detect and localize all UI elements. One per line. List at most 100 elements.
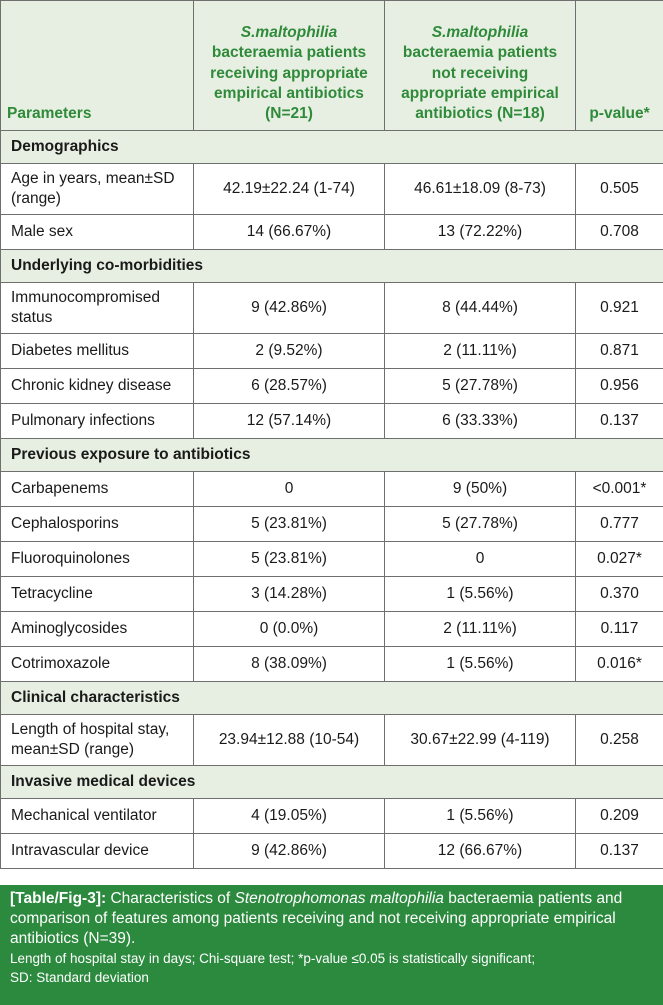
cell-not-receiving: 13 (72.22%) [384,214,576,250]
cell-pvalue: 0.117 [575,611,663,647]
cell-receiving: 0 (0.0%) [193,611,385,647]
cell-pvalue: 0.505 [575,163,663,215]
cell-not-receiving: 8 (44.44%) [384,282,576,334]
cell-receiving: 8 (38.09%) [193,646,385,682]
caption-note-line2: SD: Standard deviation [10,969,149,985]
table-row: Tetracycline 3 (14.28%) 1 (5.56%) 0.370 [0,576,663,612]
cell-pvalue: 0.708 [575,214,663,250]
cell-not-receiving: 30.67±22.99 (4-119) [384,714,576,766]
cell-pvalue: <0.001* [575,471,663,507]
row-label: Fluoroquinolones [0,541,194,577]
row-label: Cephalosporins [0,506,194,542]
table-row: Cephalosporins 5 (23.81%) 5 (27.78%) 0.777 [0,506,663,542]
cell-pvalue: 0.956 [575,368,663,404]
row-label: Pulmonary infections [0,403,194,439]
row-label: Cotrimoxazole [0,646,194,682]
cell-pvalue: 0.921 [575,282,663,334]
cell-not-receiving: 1 (5.56%) [384,798,576,834]
section-title: Clinical characteristics [0,681,663,715]
cell-receiving: 2 (9.52%) [193,333,385,369]
section-row: Clinical characteristics [0,681,663,715]
table-row: Length of hospital stay, mean±SD (range)… [0,714,663,766]
section-title: Previous exposure to antibiotics [0,438,663,472]
header-receiving-text: bacteraemia patients receiving appropria… [210,44,368,122]
table-row: Cotrimoxazole 8 (38.09%) 1 (5.56%) 0.016* [0,646,663,682]
row-label: Length of hospital stay, mean±SD (range) [0,714,194,766]
row-label: Diabetes mellitus [0,333,194,369]
cell-pvalue: 0.777 [575,506,663,542]
section-row: Underlying co-morbidities [0,249,663,283]
row-label: Carbapenems [0,471,194,507]
table-row: Intravascular device 9 (42.86%) 12 (66.67%… [0,833,663,869]
cell-receiving: 42.19±22.24 (1-74) [193,163,385,215]
header-parameters: Parameters [0,0,194,131]
header-receiving-organism: S.maltophilia [240,24,338,42]
cell-pvalue: 0.258 [575,714,663,766]
header-pvalue: p-value* [575,0,663,131]
cell-pvalue: 0.137 [575,833,663,869]
table-row: Pulmonary infections 12 (57.14%) 6 (33.33%… [0,403,663,439]
cell-pvalue: 0.016* [575,646,663,682]
table-row: Chronic kidney disease 6 (28.57%) 5 (27.78… [0,368,663,404]
section-row: Demographics [0,130,663,164]
table-row: Age in years, mean±SD (range) 42.19±22.24… [0,163,663,215]
cell-receiving: 14 (66.67%) [193,214,385,250]
cell-pvalue: 0.137 [575,403,663,439]
caption-note: Length of hospital stay in days; Chi-squ… [10,950,655,986]
row-label: Age in years, mean±SD (range) [0,163,194,215]
figure-caption: [Table/Fig-3]: Characteristics of Stenot… [0,885,663,1005]
section-title: Underlying co-morbidities [0,249,663,283]
cell-not-receiving: 0 [384,541,576,577]
row-label: Mechanical ventilator [0,798,194,834]
section-row: Previous exposure to antibiotics [0,438,663,472]
cell-receiving: 9 (42.86%) [193,282,385,334]
cell-receiving: 9 (42.86%) [193,833,385,869]
caption-note-line1: Length of hospital stay in days; Chi-squ… [10,951,536,967]
cell-pvalue: 0.027* [575,541,663,577]
cell-not-receiving: 2 (11.11%) [384,611,576,647]
section-row: Invasive medical devices [0,765,663,799]
cell-not-receiving: 6 (33.33%) [384,403,576,439]
cell-not-receiving: 9 (50%) [384,471,576,507]
cell-receiving: 12 (57.14%) [193,403,385,439]
table-header: Parameters S.maltophilia bacteraemia pat… [0,0,663,131]
header-not-receiving: S.maltophilia bacteraemia patients not r… [384,0,576,131]
cell-pvalue: 0.370 [575,576,663,612]
row-label: Intravascular device [0,833,194,869]
cell-not-receiving: 12 (66.67%) [384,833,576,869]
row-label: Male sex [0,214,194,250]
table-body: Demographics Age in years, mean±SD (range… [0,130,663,869]
cell-not-receiving: 2 (11.11%) [384,333,576,369]
cell-not-receiving: 1 (5.56%) [384,646,576,682]
row-label: Tetracycline [0,576,194,612]
cell-receiving: 4 (19.05%) [193,798,385,834]
characteristics-table: Parameters S.maltophilia bacteraemia pat… [0,0,663,869]
cell-not-receiving: 5 (27.78%) [384,368,576,404]
cell-not-receiving: 46.61±18.09 (8-73) [384,163,576,215]
row-label: Immunocompromised status [0,282,194,334]
cell-not-receiving: 1 (5.56%) [384,576,576,612]
row-label: Aminoglycosides [0,611,194,647]
table-row: Carbapenems 0 9 (50%) <0.001* [0,471,663,507]
table-row: Aminoglycosides 0 (0.0%) 2 (11.11%) 0.117 [0,611,663,647]
table-row: Immunocompromised status 9 (42.86%) 8 (44.… [0,282,663,334]
caption-organism: Stenotrophomonas maltophilia [234,890,444,907]
header-not-receiving-organism: S.maltophilia [431,24,529,42]
cell-receiving: 6 (28.57%) [193,368,385,404]
cell-receiving: 5 (23.81%) [193,541,385,577]
cell-receiving: 5 (23.81%) [193,506,385,542]
section-title: Demographics [0,130,663,164]
caption-text-before: Characteristics of [110,890,231,907]
header-receiving: S.maltophilia bacteraemia patients recei… [193,0,385,131]
cell-pvalue: 0.209 [575,798,663,834]
cell-receiving: 3 (14.28%) [193,576,385,612]
caption-text-after: bacteraemia patients and comparison of f… [10,890,623,947]
cell-receiving: 0 [193,471,385,507]
table-row: Male sex 14 (66.67%) 13 (72.22%) 0.708 [0,214,663,250]
header-not-receiving-text: bacteraemia patients not receiving appro… [401,44,559,122]
caption-label: [Table/Fig-3]: [10,890,107,907]
cell-not-receiving: 5 (27.78%) [384,506,576,542]
table-row: Diabetes mellitus 2 (9.52%) 2 (11.11%) 0.87… [0,333,663,369]
table-row: Fluoroquinolones 5 (23.81%) 0 0.027* [0,541,663,577]
table-row: Mechanical ventilator 4 (19.05%) 1 (5.56%)… [0,798,663,834]
